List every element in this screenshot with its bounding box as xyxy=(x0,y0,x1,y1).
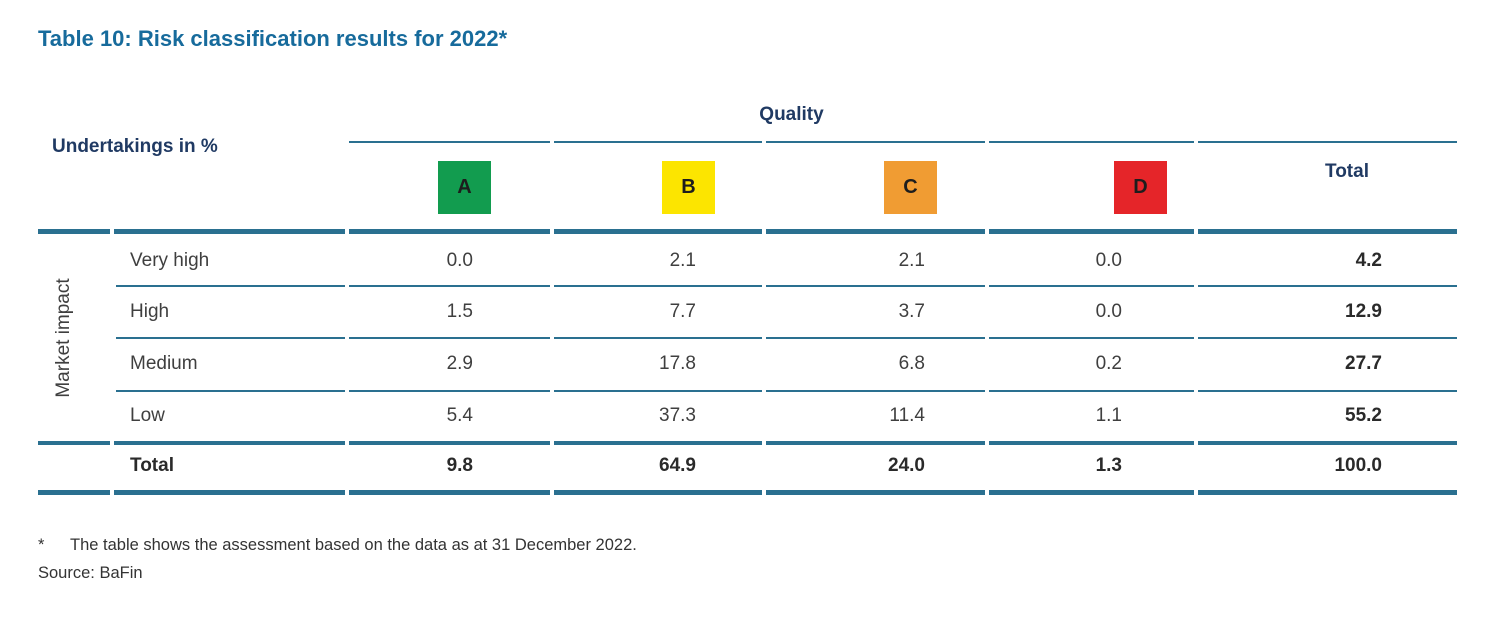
column-gap-strip xyxy=(550,138,554,500)
table-row-total: Total 9.8 64.9 24.0 1.3 100.0 xyxy=(0,453,1502,479)
cell-b: 2.1 xyxy=(669,250,696,271)
cell-b: 37.3 xyxy=(659,405,696,426)
cell-a: 2.9 xyxy=(446,353,473,374)
grade-a-label: A xyxy=(457,176,472,198)
column-gap-strip xyxy=(345,138,349,500)
column-gap-strip xyxy=(1194,138,1198,500)
grade-d-badge: D xyxy=(1114,161,1167,214)
footnote-marker: * xyxy=(38,536,45,554)
table-row-very-high: Very high 0.0 2.1 2.1 0.0 4.2 xyxy=(0,248,1502,274)
quality-underline-rule xyxy=(349,141,1457,143)
row-separator-rule xyxy=(116,285,1457,287)
cell-d: 1.1 xyxy=(1095,405,1122,426)
header-bottom-rule xyxy=(38,229,1457,234)
cell-c: 3.7 xyxy=(898,301,925,322)
row-label: High xyxy=(130,301,170,322)
grade-b-badge: B xyxy=(662,161,715,214)
table-row-medium: Medium 2.9 17.8 6.8 0.2 27.7 xyxy=(0,351,1502,377)
cell-a: 1.5 xyxy=(446,301,473,322)
cell-total: 55.2 xyxy=(1345,405,1382,426)
cell-total: 12.9 xyxy=(1345,301,1382,322)
cell-total: 4.2 xyxy=(1355,250,1382,271)
grade-b-label: B xyxy=(681,176,696,198)
cell-c: 6.8 xyxy=(898,353,925,374)
source-note: Source: BaFin xyxy=(38,564,143,582)
row-label: Medium xyxy=(130,353,198,374)
row-label: Total xyxy=(130,455,174,476)
footnote-text: The table shows the assessment based on … xyxy=(70,536,637,554)
table-title: Table 10: Risk classification results fo… xyxy=(38,26,508,51)
table-bottom-rule xyxy=(38,490,1457,495)
cell-d: 0.0 xyxy=(1095,301,1122,322)
grade-c-label: C xyxy=(903,176,918,198)
row-separator-rule xyxy=(116,337,1457,339)
cell-d: 1.3 xyxy=(1095,455,1122,476)
cell-a: 5.4 xyxy=(446,405,473,426)
column-gap-strip xyxy=(985,138,989,500)
quality-column-group-header: Quality xyxy=(759,104,824,125)
total-column-header: Total xyxy=(1325,161,1369,182)
cell-total: 100.0 xyxy=(1334,455,1382,476)
cell-c: 2.1 xyxy=(898,250,925,271)
table-row-high: High 1.5 7.7 3.7 0.0 12.9 xyxy=(0,299,1502,325)
column-gap-strip xyxy=(110,138,114,500)
column-gap-strip xyxy=(762,138,766,500)
row-label: Very high xyxy=(130,250,210,271)
cell-d: 0.0 xyxy=(1095,250,1122,271)
cell-b: 7.7 xyxy=(669,301,696,322)
row-separator-rule xyxy=(116,390,1457,392)
table-row-low: Low 5.4 37.3 11.4 1.1 55.2 xyxy=(0,403,1502,429)
cell-c: 24.0 xyxy=(888,455,925,476)
cell-d: 0.2 xyxy=(1095,353,1122,374)
cell-a: 9.8 xyxy=(446,455,473,476)
corner-label: Undertakings in % xyxy=(52,136,218,157)
cell-b: 17.8 xyxy=(659,353,696,374)
grade-a-badge: A xyxy=(438,161,491,214)
cell-a: 0.0 xyxy=(446,250,473,271)
row-label: Low xyxy=(130,405,165,426)
cell-b: 64.9 xyxy=(659,455,696,476)
total-row-top-rule xyxy=(38,441,1457,445)
grade-d-label: D xyxy=(1133,176,1148,198)
cell-total: 27.7 xyxy=(1345,353,1382,374)
cell-c: 11.4 xyxy=(889,405,925,426)
grade-c-badge: C xyxy=(884,161,937,214)
